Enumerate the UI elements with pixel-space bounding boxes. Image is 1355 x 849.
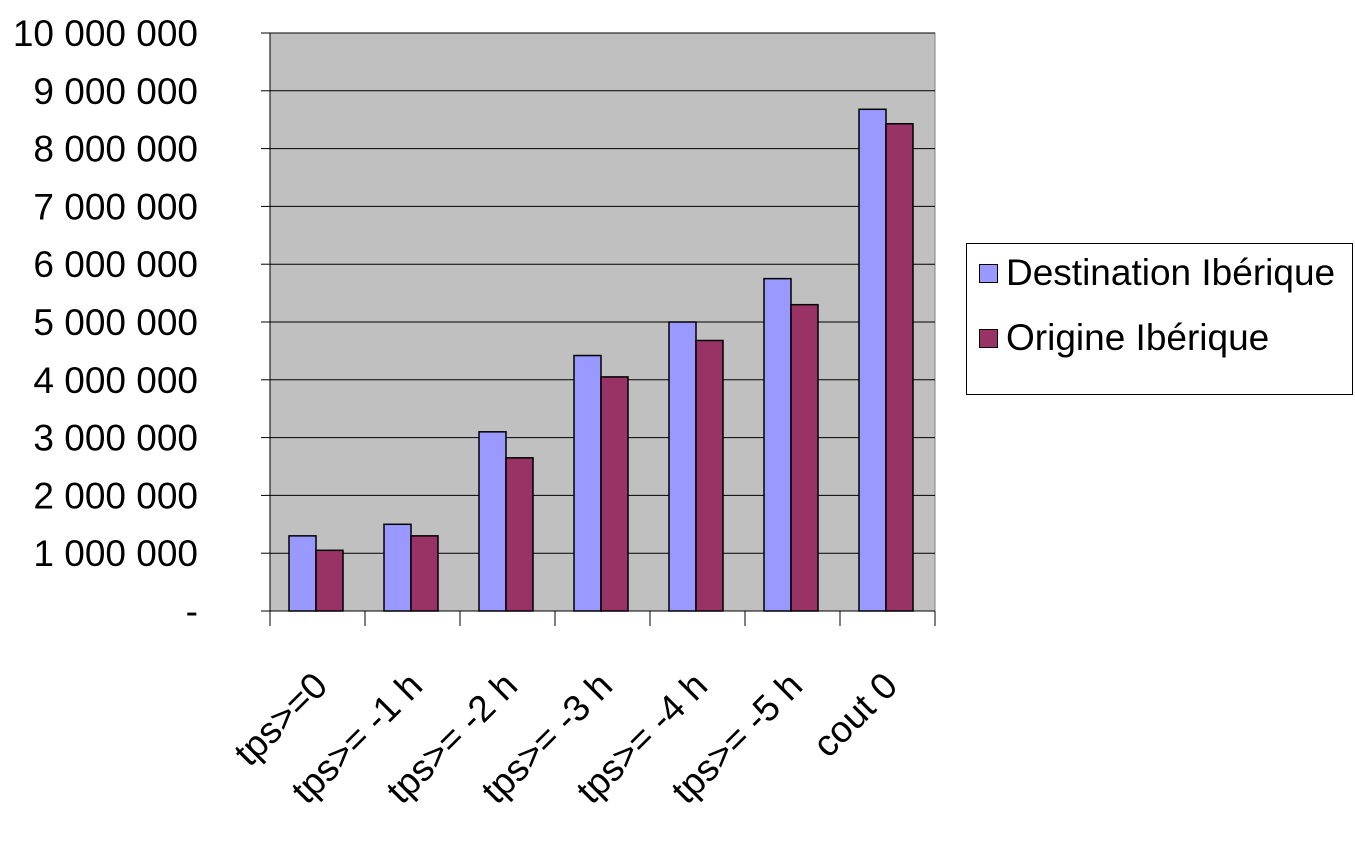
bar-origine (695, 339, 724, 612)
bar-origine (315, 549, 344, 612)
bar-origine (505, 457, 534, 612)
legend-item-destination: Destination Ibérique (979, 251, 1335, 295)
y-tick-label: 5 000 000 (33, 302, 198, 343)
y-tick-label: 4 000 000 (33, 360, 198, 401)
bar-origine (600, 376, 629, 612)
bar-destination (858, 108, 887, 612)
y-tick-label: 9 000 000 (33, 71, 198, 112)
y-tick-label: 2 000 000 (33, 475, 198, 516)
bar-destination (478, 431, 507, 612)
bar-origine (790, 303, 819, 612)
y-tick-label: - (186, 591, 198, 632)
y-tick-label: 3 000 000 (33, 418, 198, 459)
legend-swatch-origine (979, 328, 998, 348)
y-tick-label: 7 000 000 (33, 186, 198, 227)
y-tick-label: 10 000 000 (13, 13, 198, 54)
x-tick-label: cout 0 (805, 665, 905, 765)
legend-label-destination: Destination Ibérique (1006, 252, 1336, 293)
legend: Destination Ibérique Origine Ibérique (966, 243, 1353, 395)
bar-destination (763, 277, 792, 612)
bar-origine (885, 122, 914, 612)
legend-swatch-destination (979, 263, 998, 283)
bar-destination (573, 354, 602, 612)
bar-destination (288, 535, 317, 612)
y-tick-label: 8 000 000 (33, 129, 198, 170)
bar-destination (668, 321, 697, 612)
y-tick-label: 6 000 000 (33, 244, 198, 285)
legend-label-origine: Origine Ibérique (1006, 317, 1270, 358)
legend-item-origine: Origine Ibérique (979, 316, 1269, 360)
y-tick-label: 1 000 000 (33, 533, 198, 574)
bar-origine (410, 535, 439, 612)
bar-destination (383, 523, 412, 612)
